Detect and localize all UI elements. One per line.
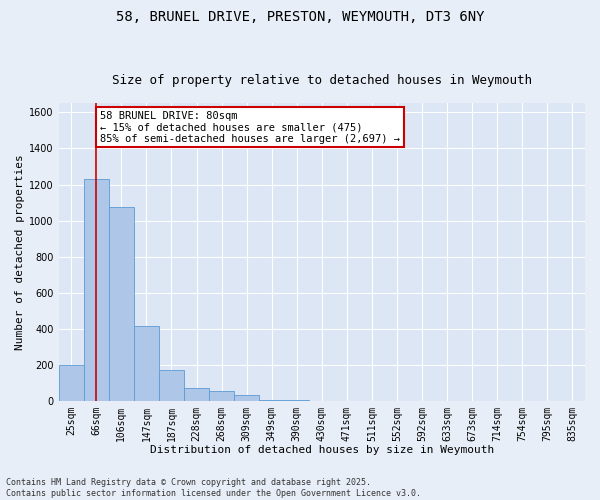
Bar [234, 396, 259, 400]
Bar [59, 364, 84, 400]
Text: 58 BRUNEL DRIVE: 80sqm
← 15% of detached houses are smaller (475)
85% of semi-de: 58 BRUNEL DRIVE: 80sqm ← 15% of detached… [100, 110, 400, 144]
X-axis label: Distribution of detached houses by size in Weymouth: Distribution of detached houses by size … [150, 445, 494, 455]
Title: Size of property relative to detached houses in Weymouth: Size of property relative to detached ho… [112, 74, 532, 87]
Bar [184, 388, 209, 400]
Bar [134, 326, 159, 400]
Bar [84, 179, 109, 400]
Bar [159, 370, 184, 400]
Text: Contains HM Land Registry data © Crown copyright and database right 2025.
Contai: Contains HM Land Registry data © Crown c… [6, 478, 421, 498]
Text: 58, BRUNEL DRIVE, PRESTON, WEYMOUTH, DT3 6NY: 58, BRUNEL DRIVE, PRESTON, WEYMOUTH, DT3… [116, 10, 484, 24]
Bar [109, 207, 134, 400]
Bar [209, 391, 234, 400]
Y-axis label: Number of detached properties: Number of detached properties [15, 154, 25, 350]
